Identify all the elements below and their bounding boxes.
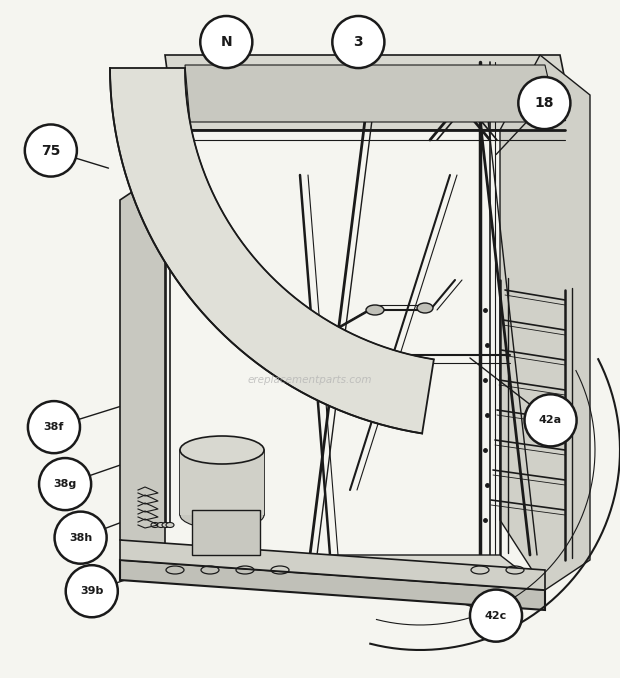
Circle shape: [332, 16, 384, 68]
Ellipse shape: [162, 523, 170, 527]
Ellipse shape: [151, 523, 159, 527]
Ellipse shape: [180, 436, 264, 464]
Polygon shape: [500, 55, 590, 590]
Text: 39b: 39b: [80, 586, 104, 596]
Ellipse shape: [180, 501, 264, 529]
Circle shape: [39, 458, 91, 510]
Text: 75: 75: [41, 144, 61, 157]
Circle shape: [518, 77, 570, 129]
Polygon shape: [110, 68, 434, 433]
Polygon shape: [165, 55, 575, 130]
Polygon shape: [120, 540, 545, 590]
Polygon shape: [120, 170, 165, 555]
Polygon shape: [120, 560, 545, 610]
Text: 38h: 38h: [69, 533, 92, 542]
Ellipse shape: [417, 303, 433, 313]
Text: N: N: [221, 35, 232, 49]
Circle shape: [66, 565, 118, 617]
Circle shape: [55, 512, 107, 563]
Text: 42a: 42a: [539, 416, 562, 425]
Polygon shape: [180, 450, 264, 515]
Polygon shape: [185, 65, 558, 122]
Circle shape: [28, 401, 80, 453]
Ellipse shape: [157, 523, 165, 527]
Ellipse shape: [166, 523, 174, 527]
Text: 18: 18: [534, 96, 554, 110]
Polygon shape: [120, 555, 545, 590]
Text: ereplacementparts.com: ereplacementparts.com: [248, 375, 372, 385]
Text: 38g: 38g: [53, 479, 77, 489]
Text: 42c: 42c: [485, 611, 507, 620]
Circle shape: [200, 16, 252, 68]
Text: 3: 3: [353, 35, 363, 49]
Circle shape: [525, 395, 577, 446]
Text: 38f: 38f: [44, 422, 64, 432]
Polygon shape: [192, 510, 260, 555]
Ellipse shape: [366, 305, 384, 315]
Circle shape: [25, 125, 77, 176]
Circle shape: [470, 590, 522, 641]
